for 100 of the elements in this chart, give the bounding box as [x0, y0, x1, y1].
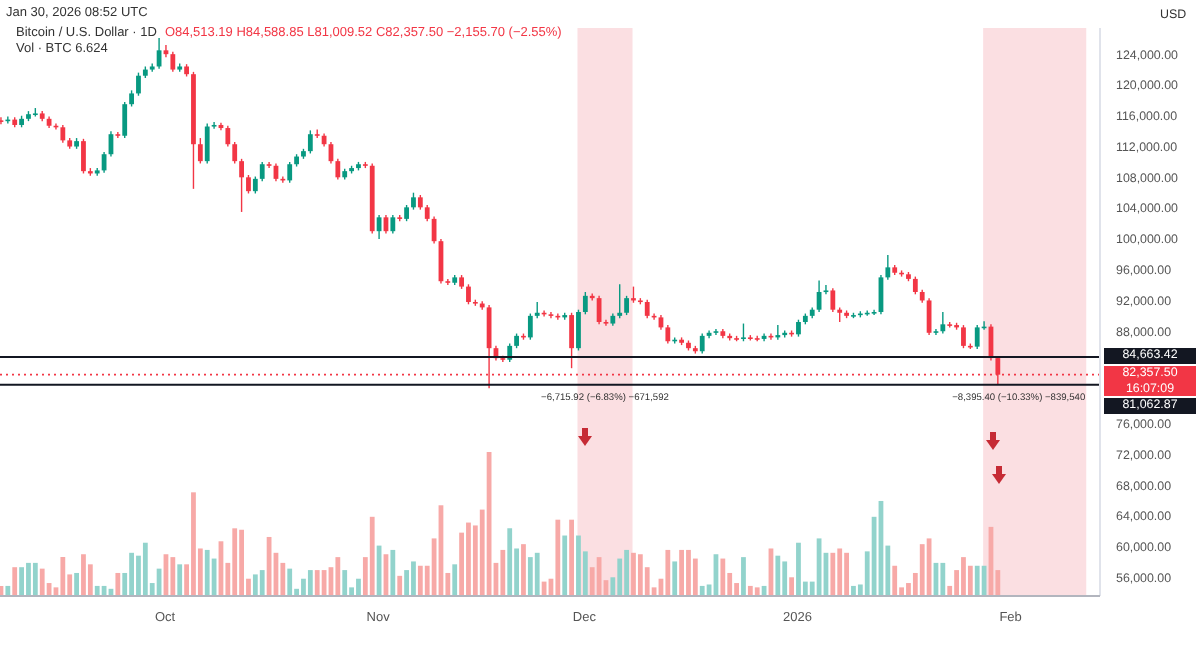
- bar: [5, 585, 11, 596]
- bar: [527, 557, 533, 596]
- bar: [754, 587, 760, 596]
- bar: [287, 568, 293, 596]
- bar: [500, 549, 506, 596]
- bar: [390, 549, 396, 596]
- candlestick: [204, 122, 210, 165]
- bar: [720, 558, 726, 596]
- bar: [699, 585, 705, 596]
- bar: [534, 552, 540, 596]
- bar: [672, 561, 678, 596]
- candlestick: [699, 332, 705, 355]
- bar: [961, 557, 966, 596]
- bar: [940, 562, 946, 596]
- bar: [32, 562, 38, 596]
- bar: [314, 570, 320, 596]
- bar: [177, 564, 183, 596]
- bar: [974, 565, 980, 596]
- bar: [452, 564, 458, 596]
- candlestick: [569, 312, 574, 369]
- bar: [837, 548, 843, 596]
- bar: [576, 535, 581, 596]
- candlestick: [239, 158, 244, 213]
- bar: [679, 549, 684, 596]
- bar: [369, 516, 375, 596]
- bar: [342, 570, 348, 596]
- bar: [142, 542, 148, 596]
- candlestick: [0, 116, 4, 125]
- candlestick: [830, 287, 836, 313]
- bar: [252, 574, 258, 596]
- bar: [782, 561, 788, 596]
- bar: [775, 555, 781, 596]
- candlestick: [197, 137, 203, 165]
- candlestick: [527, 312, 533, 341]
- bar: [892, 565, 898, 596]
- bar: [747, 585, 753, 596]
- candlestick: [644, 298, 650, 319]
- bar: [81, 554, 86, 596]
- candlestick: [466, 283, 471, 305]
- candlestick: [246, 174, 251, 195]
- bar: [39, 568, 45, 596]
- bar: [397, 575, 403, 596]
- bar: [12, 567, 18, 596]
- candlestick: [390, 214, 396, 235]
- bar: [796, 542, 801, 596]
- bar: [307, 570, 313, 596]
- bar: [417, 565, 423, 596]
- bar: [569, 519, 574, 596]
- bar: [830, 552, 836, 596]
- bar: [301, 578, 306, 596]
- candlestick: [823, 284, 829, 295]
- candlestick: [259, 161, 265, 182]
- candlestick: [576, 308, 581, 352]
- bar: [94, 585, 100, 596]
- candlestick: [775, 324, 781, 341]
- bar: [637, 554, 643, 596]
- bar: [631, 552, 636, 596]
- bar: [692, 558, 698, 596]
- bar: [686, 549, 691, 596]
- bar: [19, 567, 24, 596]
- bar: [555, 519, 561, 596]
- bar: [919, 544, 925, 596]
- bar: [562, 535, 568, 596]
- bar: [741, 557, 746, 596]
- bar: [851, 585, 856, 596]
- bar: [60, 557, 66, 596]
- bar: [74, 572, 79, 596]
- bar: [617, 558, 623, 596]
- candlestick: [307, 129, 313, 155]
- candlestick: [974, 324, 980, 350]
- bar: [191, 492, 196, 596]
- candlestick: [961, 324, 966, 349]
- bar: [356, 578, 361, 596]
- bar: [204, 549, 210, 596]
- bar: [170, 557, 176, 596]
- bar: [411, 561, 416, 596]
- bar: [259, 570, 265, 596]
- bar: [115, 572, 121, 596]
- bar: [466, 522, 471, 596]
- candlestick: [287, 161, 293, 184]
- bar: [335, 557, 341, 596]
- bar: [129, 552, 134, 596]
- candlestick: [170, 51, 176, 73]
- candlestick: [940, 311, 946, 335]
- bar: [844, 552, 849, 596]
- bar: [624, 549, 629, 596]
- bar: [967, 565, 973, 596]
- bar: [239, 529, 244, 596]
- bar: [26, 562, 31, 596]
- bar: [789, 577, 794, 596]
- candlestick: [122, 101, 128, 139]
- bar: [507, 528, 513, 596]
- candlestick: [582, 291, 588, 316]
- candlestick: [617, 283, 623, 319]
- bar: [665, 549, 671, 596]
- bar: [232, 528, 238, 596]
- candlestick: [136, 71, 141, 97]
- bar: [521, 544, 526, 596]
- candlestick: [624, 295, 629, 316]
- candlestick: [81, 138, 86, 175]
